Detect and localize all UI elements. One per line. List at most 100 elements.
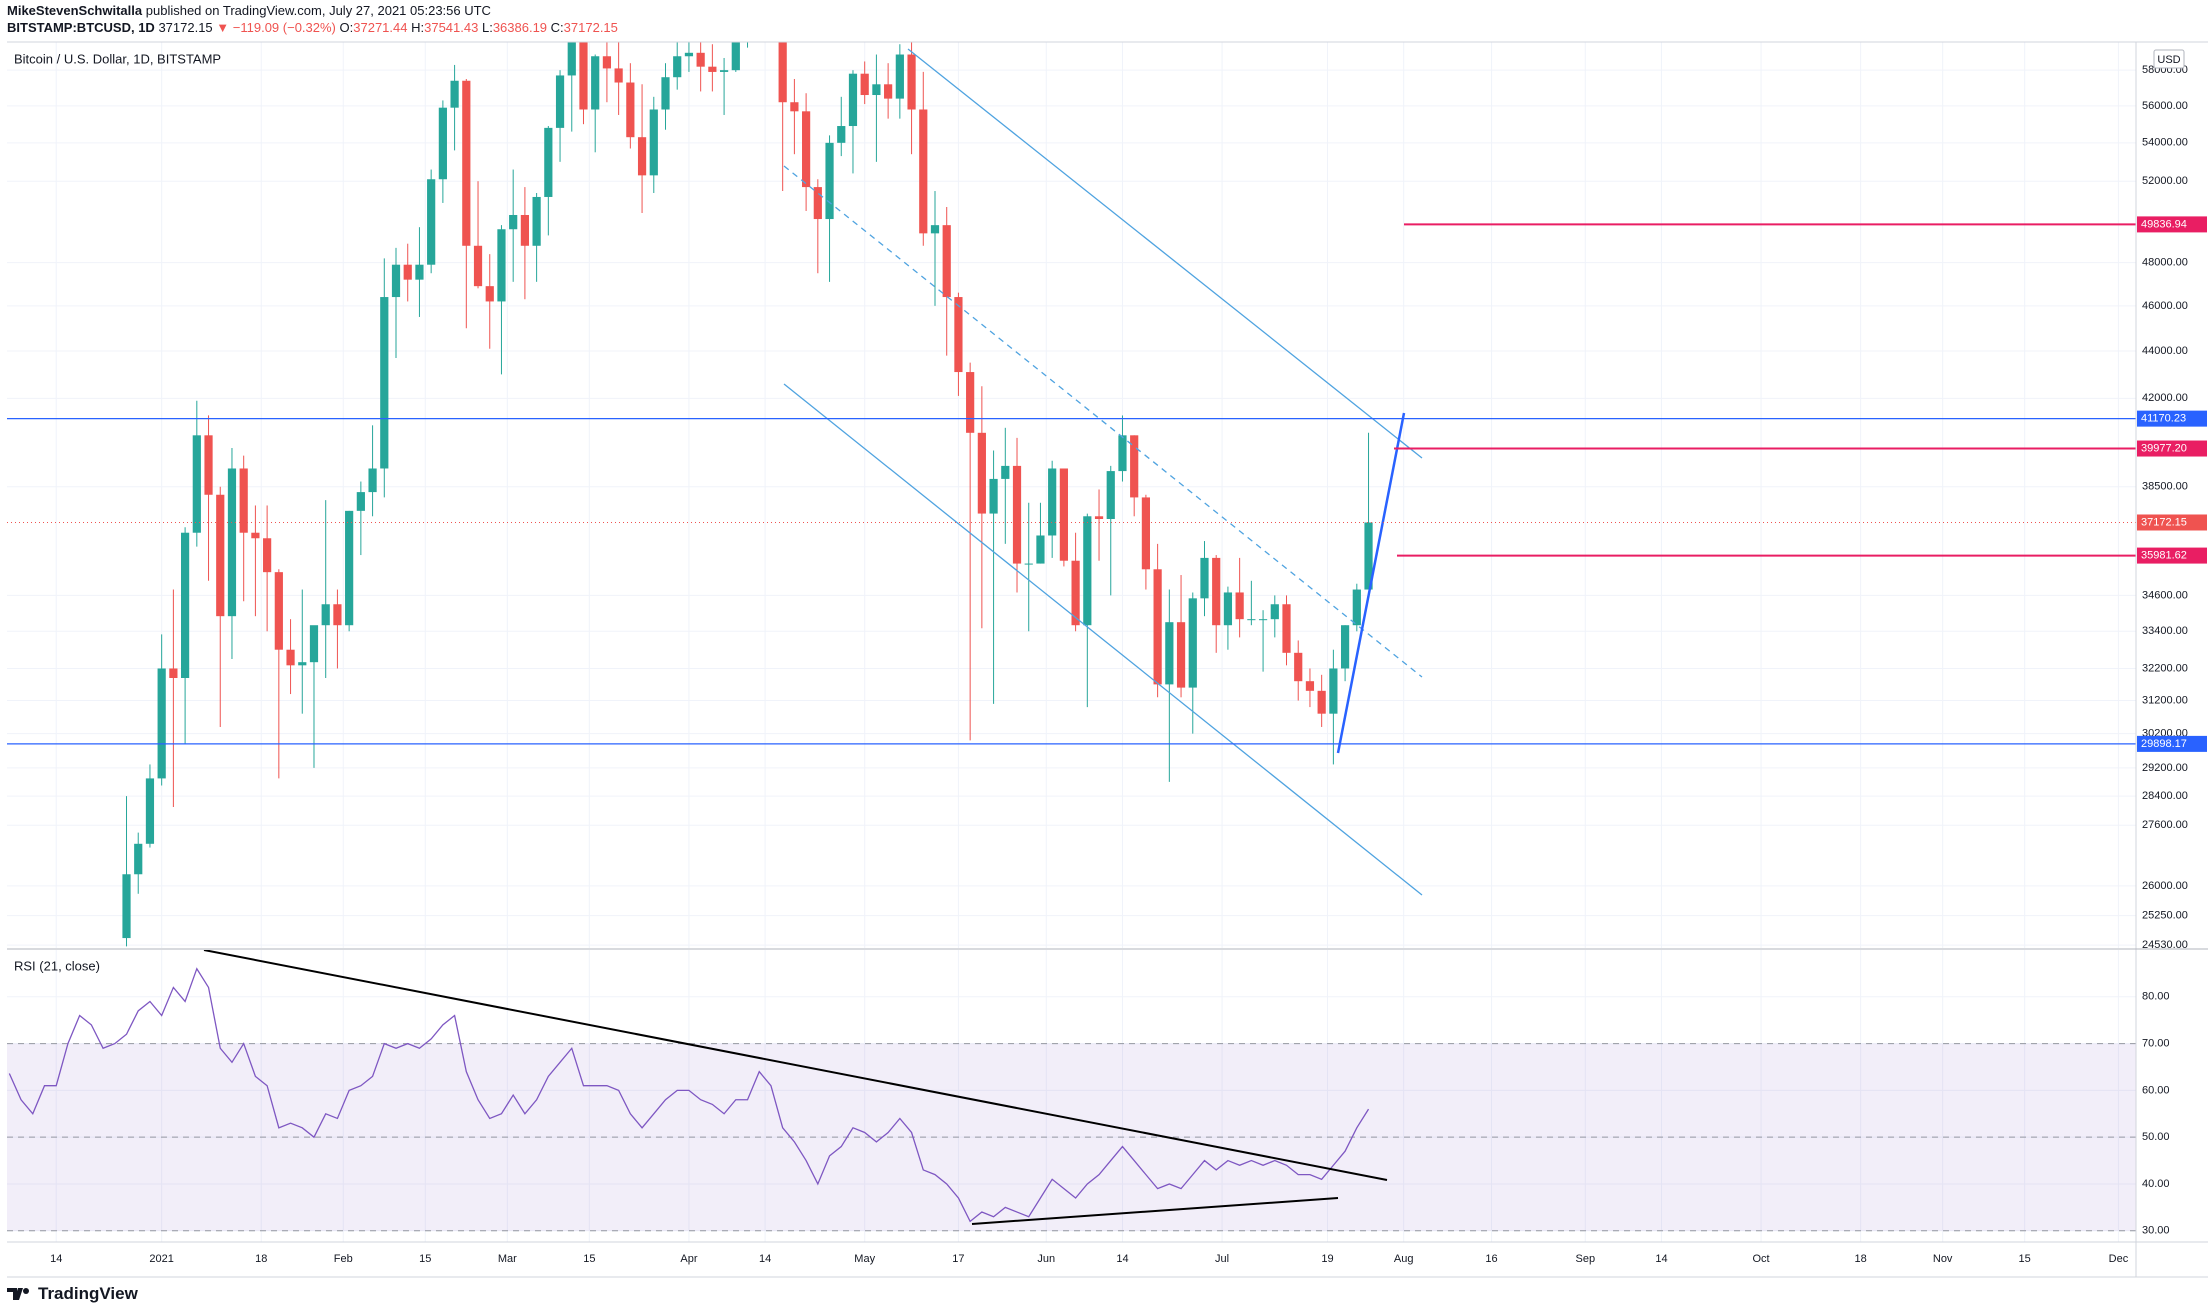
- candle-body: [767, 0, 775, 12]
- candle-body: [380, 297, 389, 469]
- candle-body: [825, 142, 834, 220]
- x-tick-label: Feb: [334, 1253, 353, 1265]
- channel-line: [783, 383, 1423, 896]
- candle-body: [1118, 435, 1127, 472]
- candle-body: [1153, 569, 1162, 685]
- candle-body: [368, 468, 377, 493]
- candle-body: [1024, 563, 1033, 565]
- candle-body: [450, 80, 459, 108]
- candle-body: [872, 84, 881, 96]
- candle-body: [1130, 435, 1139, 498]
- candle-body: [1048, 468, 1057, 536]
- y-tick-label: 24530.00: [2142, 939, 2188, 951]
- y-tick-label: 46000.00: [2142, 300, 2188, 312]
- candle-body: [626, 82, 635, 138]
- grid: 58000.0056000.0054000.0052000.0048000.00…: [7, 42, 2188, 1265]
- candle-body: [708, 66, 717, 72]
- logo: [7, 1288, 29, 1300]
- candle-body: [942, 225, 951, 298]
- price-tag: [2137, 410, 2207, 427]
- candle-body: [1282, 604, 1291, 653]
- x-tick-label: Aug: [1394, 1253, 1414, 1265]
- price-marks: [122, 0, 1373, 947]
- candle-body: [1176, 622, 1186, 688]
- y-tick-label: 70.00: [2142, 1037, 2170, 1049]
- ohlc-label: L:: [481, 20, 493, 35]
- x-tick-label: Apr: [680, 1253, 697, 1265]
- candle-body: [661, 77, 670, 110]
- y-tick-label: 25250.00: [2142, 910, 2188, 922]
- candle-body: [509, 214, 518, 230]
- header-line: MikeStevenSchwitalla published on Tradin…: [7, 2, 618, 19]
- footer-brand: TradingView: [38, 1284, 138, 1303]
- candle-body: [602, 56, 612, 69]
- candle-body: [1094, 516, 1104, 519]
- candle-body: [298, 662, 307, 666]
- candle-body: [216, 494, 225, 617]
- ohlc-value: 37541.43: [424, 20, 479, 35]
- candle-body: [989, 478, 998, 514]
- rsi-trend-line: [971, 1197, 1339, 1225]
- candle-body: [954, 297, 963, 373]
- channel-line: [907, 48, 1423, 459]
- candle-body: [122, 874, 131, 939]
- y-tick-label: 34600.00: [2142, 589, 2188, 601]
- price-tag: [2137, 216, 2207, 233]
- y-tick-label: 54000.00: [2142, 137, 2188, 149]
- candle-body: [837, 126, 846, 143]
- y-tick-label: 48000.00: [2142, 256, 2188, 268]
- candle-body: [895, 54, 904, 99]
- candle-body: [673, 56, 682, 78]
- candle-body: [649, 109, 658, 176]
- candle-body: [157, 668, 166, 779]
- candle-body: [391, 264, 401, 298]
- candle-body: [790, 102, 799, 112]
- candle-body: [286, 649, 295, 666]
- price-tag-label: 41170.23: [2141, 413, 2186, 425]
- rsi-title: RSI (21, close): [14, 958, 100, 973]
- x-tick-label: 14: [1655, 1253, 1667, 1265]
- candle-body: [1188, 598, 1197, 688]
- candle-body: [145, 778, 155, 844]
- candle-body: [1036, 535, 1045, 564]
- candle-body: [579, 42, 588, 110]
- channel-midline: [783, 165, 1423, 678]
- candle-body: [930, 225, 940, 234]
- candle-body: [403, 264, 412, 280]
- candle-body: [614, 68, 623, 83]
- price-tag-label: 39977.20: [2141, 442, 2187, 454]
- candle-body: [239, 468, 248, 533]
- candle-body: [169, 668, 178, 678]
- x-tick-label: 14: [50, 1253, 62, 1265]
- candle-body: [473, 245, 483, 287]
- y-tick-label: 56000.00: [2142, 100, 2188, 112]
- candle-body: [251, 532, 260, 539]
- x-tick-label: 19: [1321, 1253, 1333, 1265]
- y-tick-label: 30.00: [2142, 1225, 2170, 1237]
- candle-body: [415, 264, 424, 280]
- y-tick-label: 29200.00: [2142, 762, 2188, 774]
- x-tick-label: 18: [255, 1253, 267, 1265]
- candle-body: [1212, 557, 1221, 626]
- x-tick-label: Jul: [1215, 1253, 1229, 1265]
- price-tag-label: 29898.17: [2141, 738, 2187, 750]
- drawings: [783, 48, 1423, 896]
- candle-body: [309, 625, 319, 663]
- candle-body: [1270, 604, 1279, 620]
- symbol: BITSTAMP:BTCUSD, 1D: [7, 20, 155, 35]
- candle-body: [438, 107, 447, 180]
- y-tick-label: 32200.00: [2142, 662, 2188, 674]
- rsi-trend-line: [203, 950, 1388, 1181]
- x-tick-label: 14: [759, 1253, 771, 1265]
- x-tick-label: 15: [583, 1253, 595, 1265]
- candle-body: [1223, 592, 1233, 626]
- price-tag: [2137, 735, 2207, 752]
- candle-body: [462, 80, 471, 246]
- candle-body: [778, 42, 787, 103]
- candle-body: [532, 196, 541, 246]
- candle-body: [192, 435, 201, 533]
- candle-body: [848, 73, 858, 127]
- candle-body: [263, 538, 272, 573]
- x-tick-label: Nov: [1933, 1253, 1953, 1265]
- candle-body: [813, 187, 822, 220]
